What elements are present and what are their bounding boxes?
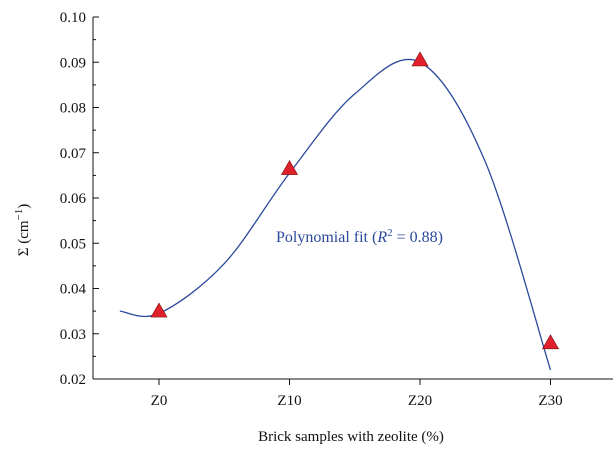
fit-annotation-prefix: Polynomial fit (	[276, 229, 377, 246]
data-point	[150, 302, 168, 318]
fit-annotation-r: R	[376, 229, 387, 246]
x-axis-title: Brick samples with zeolite (%)	[258, 429, 444, 445]
y-tick-label: 0.08	[60, 101, 86, 117]
y-tick-label: 0.10	[60, 10, 86, 26]
x-tick-label: Z30	[538, 393, 562, 409]
y-axis-title-main: Σ (cm	[16, 220, 32, 256]
data-markers	[150, 51, 560, 350]
y-axis-title: Σ (cm−1)	[13, 204, 32, 257]
x-axis-ticks: Z0 Z10 Z20 Z30	[151, 379, 563, 409]
x-tick-label: Z0	[151, 393, 168, 409]
y-tick-label: 0.02	[60, 372, 86, 388]
data-point	[541, 334, 560, 350]
y-tick-label: 0.06	[60, 191, 87, 207]
y-axis-title-exponent: −1	[13, 209, 25, 221]
axes	[92, 17, 613, 380]
y-tick-label: 0.05	[60, 236, 86, 252]
data-point	[280, 159, 299, 175]
x-tick-label: Z10	[277, 393, 301, 409]
y-tick-label: 0.04	[60, 282, 87, 298]
fit-annotation: Polynomial fit (R2 = 0.88)	[276, 227, 443, 246]
fit-annotation-exponent: 2	[387, 227, 393, 239]
fit-annotation-suffix: = 0.88)	[393, 229, 443, 246]
y-tick-label: 0.03	[60, 327, 86, 343]
data-point	[411, 51, 429, 67]
y-tick-label: 0.07	[60, 146, 87, 162]
y-tick-label: 0.09	[60, 55, 86, 71]
y-axis-ticks: 0.10 0.09 0.08 0.07 0.06 0.05 0.04 0.03 0.02	[60, 10, 99, 388]
polynomial-fit-curve	[119, 58, 552, 371]
y-axis-title-close: )	[16, 204, 32, 209]
x-tick-label: Z20	[408, 393, 432, 409]
